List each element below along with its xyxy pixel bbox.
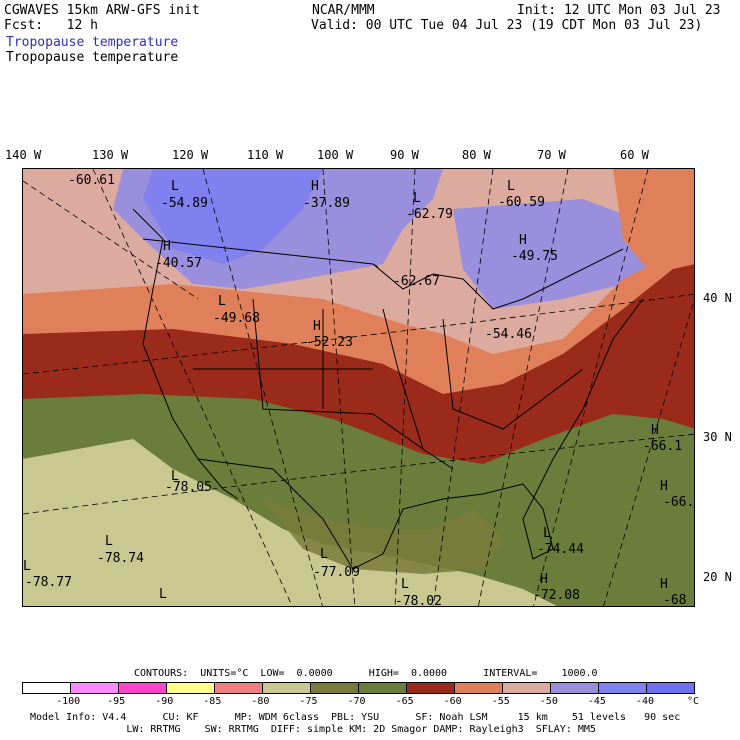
high-marker: H bbox=[651, 423, 659, 438]
lat-tick: 40 N bbox=[703, 291, 732, 305]
low-marker: L bbox=[320, 547, 328, 562]
lon-tick: 60 W bbox=[620, 148, 649, 162]
high-marker: H bbox=[660, 479, 668, 494]
contour-value: -78.77 bbox=[25, 575, 72, 590]
colorbar-swatch bbox=[551, 683, 599, 693]
low-marker: L bbox=[401, 577, 409, 592]
low-marker: L bbox=[543, 526, 551, 541]
contour-value: -66.1 bbox=[643, 439, 683, 454]
low-marker: L bbox=[507, 179, 515, 194]
contour-value: -74.44 bbox=[537, 542, 584, 557]
contour-value: -78.02 bbox=[395, 594, 442, 607]
contour-value: -52.23 bbox=[306, 335, 353, 350]
low-marker: L bbox=[413, 191, 421, 206]
colorbar-swatch bbox=[311, 683, 359, 693]
forecast-hour: Fcst: 12 h bbox=[4, 18, 98, 33]
colorbar-tick-label: -100 bbox=[56, 696, 81, 707]
high-marker: H bbox=[313, 319, 321, 334]
contour-value: -54.46 bbox=[485, 327, 532, 342]
contour-value: -72.08 bbox=[533, 588, 580, 603]
colorbar-swatch bbox=[23, 683, 71, 693]
high-marker: H bbox=[660, 577, 668, 592]
colorbar-swatch bbox=[167, 683, 215, 693]
colorbar-swatch bbox=[263, 683, 311, 693]
center-name: NCAR/MMM bbox=[312, 3, 375, 18]
low-marker: L bbox=[171, 179, 179, 194]
high-marker: H bbox=[519, 233, 527, 248]
contour-value: -49.68 bbox=[213, 311, 260, 326]
contour-value: -77.09 bbox=[313, 565, 360, 580]
colorbar-tick-label: -65 bbox=[395, 696, 414, 707]
colorbar-tick-label: -55 bbox=[491, 696, 510, 707]
contour-value: -66.1 bbox=[663, 495, 695, 510]
contour-value: -60.61 bbox=[68, 173, 115, 188]
high-marker: H bbox=[311, 179, 319, 194]
model-info-line-1: Model Info: V4.4 CU: KF MP: WDM 6class P… bbox=[30, 712, 681, 723]
colorbar-tick-label: -60 bbox=[443, 696, 462, 707]
lon-tick: 140 W bbox=[5, 148, 42, 162]
low-marker: L bbox=[23, 559, 31, 574]
valid-time: Valid: 00 UTC Tue 04 Jul 23 (19 CDT Mon … bbox=[311, 18, 703, 33]
lon-tick: 90 W bbox=[390, 148, 419, 162]
colorbar-tick-label: -95 bbox=[107, 696, 126, 707]
contour-value: -62.79 bbox=[406, 207, 453, 222]
init-time: Init: 12 UTC Mon 03 Jul 23 bbox=[517, 3, 721, 18]
lon-tick: 130 W bbox=[92, 148, 129, 162]
contour-value: -78.05 bbox=[165, 480, 212, 495]
colorbar-tick-label: °C bbox=[687, 696, 700, 707]
colorbar-swatch bbox=[647, 683, 694, 693]
lon-tick: 120 W bbox=[172, 148, 209, 162]
lon-tick: 80 W bbox=[462, 148, 491, 162]
colorbar-swatch bbox=[503, 683, 551, 693]
colorbar-swatch bbox=[599, 683, 647, 693]
low-marker: L bbox=[171, 469, 179, 484]
colorbar-swatch bbox=[407, 683, 455, 693]
colorbar-tick-label: -85 bbox=[203, 696, 222, 707]
contour-value: -40.57 bbox=[155, 256, 202, 271]
shaded-field-name: Tropopause temperature bbox=[6, 35, 179, 50]
colorbar-swatch bbox=[71, 683, 119, 693]
model-title: CGWAVES 15km ARW-GFS init bbox=[4, 3, 200, 18]
low-marker: L bbox=[105, 534, 113, 549]
colorbar-swatch bbox=[359, 683, 407, 693]
colorbar-tick-label: -75 bbox=[299, 696, 318, 707]
forecast-map: -60.61 L -54.89 H -37.89 L -62.79 L -60.… bbox=[22, 168, 695, 607]
contours-info: CONTOURS: UNITS=°C LOW= 0.0000 HIGH= 0.0… bbox=[134, 668, 598, 679]
colorbar-tick-label: -50 bbox=[539, 696, 558, 707]
low-marker: L bbox=[218, 294, 226, 309]
colorbar-tick-label: -45 bbox=[587, 696, 606, 707]
colorbar-tick-label: -90 bbox=[155, 696, 174, 707]
model-info-line-2: LW: RRTMG SW: RRTMG DIFF: simple KM: 2D … bbox=[30, 724, 596, 735]
colorbar-swatch bbox=[215, 683, 263, 693]
contour-value: -78.74 bbox=[97, 551, 144, 566]
contour-value: -68 bbox=[663, 593, 687, 607]
high-marker: H bbox=[540, 572, 548, 587]
high-marker: H bbox=[163, 239, 171, 254]
lat-tick: 30 N bbox=[703, 430, 732, 444]
colorbar-tick-label: -80 bbox=[251, 696, 270, 707]
colorbar-swatch bbox=[119, 683, 167, 693]
lon-tick: 110 W bbox=[247, 148, 284, 162]
contour-value: -62.67 bbox=[393, 274, 440, 289]
low-marker: L bbox=[159, 587, 167, 602]
lat-tick: 20 N bbox=[703, 570, 732, 584]
contour-value: -54.89 bbox=[161, 196, 208, 211]
contour-value: -60.59 bbox=[498, 195, 545, 210]
contour-value: -37.89 bbox=[303, 196, 350, 211]
map-canvas bbox=[23, 169, 694, 606]
lon-tick: 70 W bbox=[537, 148, 566, 162]
colorbar bbox=[22, 682, 695, 694]
colorbar-tick-label: -70 bbox=[347, 696, 366, 707]
contour-field-name: Tropopause temperature bbox=[6, 50, 179, 65]
colorbar-swatch bbox=[455, 683, 503, 693]
colorbar-tick-label: -40 bbox=[635, 696, 654, 707]
lon-tick: 100 W bbox=[317, 148, 354, 162]
contour-value: -49.75 bbox=[511, 249, 558, 264]
